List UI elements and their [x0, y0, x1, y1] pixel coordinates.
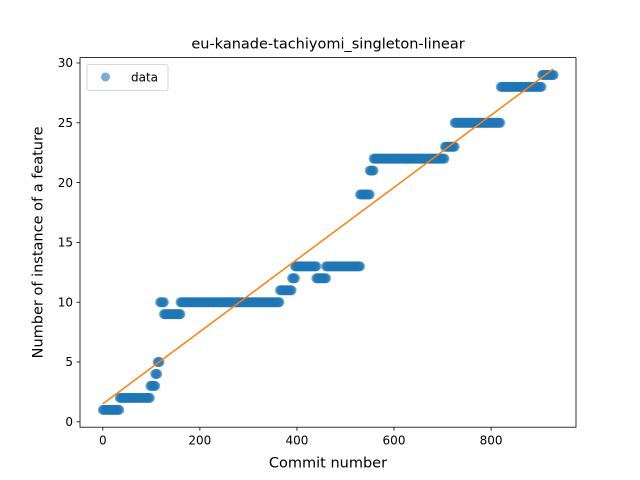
- x-tick-label: 0: [99, 434, 107, 448]
- data-point: [311, 261, 322, 272]
- data-point: [495, 117, 506, 128]
- x-tick-label: 800: [480, 434, 503, 448]
- data-point: [548, 69, 559, 80]
- data-point: [368, 165, 379, 176]
- x-tick-label: 600: [383, 434, 406, 448]
- data-point: [158, 297, 169, 308]
- data-point: [114, 404, 125, 415]
- data-point: [439, 153, 450, 164]
- legend-box: [86, 64, 169, 91]
- data-point: [150, 380, 161, 391]
- y-tick-label: 25: [58, 116, 73, 130]
- data-point: [355, 261, 366, 272]
- fit-line-layer: [102, 68, 554, 405]
- y-tick-label: 10: [58, 295, 73, 309]
- chart-title: eu-kanade-tachiyomi_singleton-linear: [191, 37, 464, 53]
- y-tick-label: 5: [65, 355, 73, 369]
- x-tick-label: 200: [188, 434, 211, 448]
- data-point: [274, 297, 285, 308]
- y-tick-label: 15: [58, 236, 73, 250]
- x-tick-label: 400: [285, 434, 308, 448]
- y-tick-label: 30: [58, 56, 73, 70]
- y-axis-label: Number of instance of a feature: [31, 126, 47, 358]
- data-point: [449, 141, 460, 152]
- data-point: [536, 81, 547, 92]
- x-axis-ticks: 0 200 400 600 800: [99, 427, 503, 448]
- data-point: [290, 273, 300, 284]
- data-point: [321, 273, 332, 284]
- legend: data: [86, 64, 169, 91]
- y-axis-ticks: 0 5 10 15 20 25 30: [58, 56, 80, 429]
- fit-line: [102, 68, 554, 405]
- x-axis-label: Commit number: [269, 456, 387, 472]
- data-point: [286, 285, 297, 296]
- data-points: [97, 69, 559, 415]
- data-point: [175, 309, 186, 320]
- legend-label-data: data: [131, 71, 158, 85]
- y-tick-label: 20: [58, 176, 73, 190]
- data-point: [152, 368, 163, 379]
- data-point: [144, 392, 155, 403]
- y-tick-label: 0: [65, 415, 73, 429]
- legend-marker-data: [101, 72, 110, 82]
- data-point: [364, 189, 375, 200]
